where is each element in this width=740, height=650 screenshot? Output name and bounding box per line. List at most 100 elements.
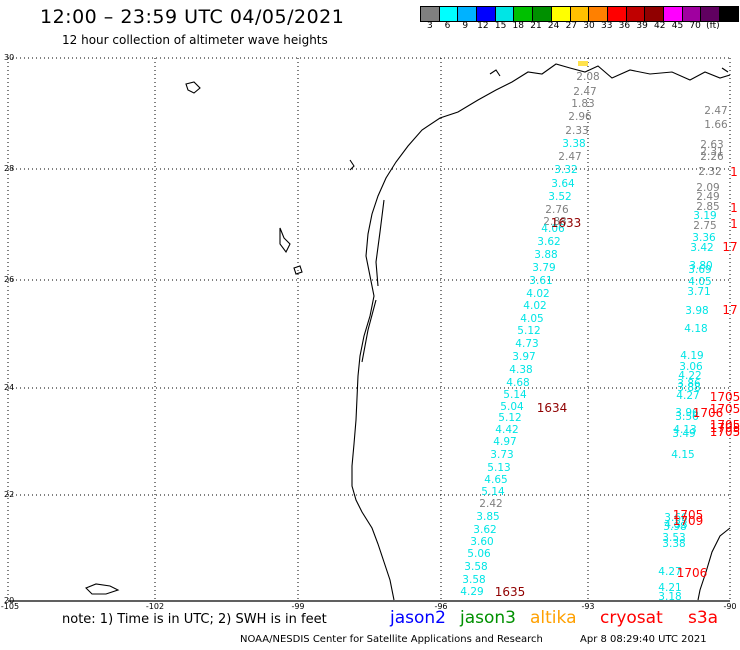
satellite-legend-item: jason2 — [390, 608, 446, 628]
color-tick-label: 45 — [671, 21, 684, 31]
lon-label: -105 — [1, 602, 19, 611]
wave-height-label: 3.56 — [675, 411, 699, 423]
wave-height-label: 5.14 — [503, 389, 527, 401]
satellite-legend-item: s3a — [688, 608, 719, 628]
wave-height-label: 4.22 — [678, 370, 701, 382]
footer-note: note: 1) Time is in UTC; 2) SWH is in fe… — [62, 612, 327, 627]
pass-time-label: 1705 — [710, 402, 740, 416]
wave-height-label: 3.36 — [692, 232, 716, 244]
pass-time-label: 1 — [730, 217, 738, 231]
wave-height-label: 3.58 — [462, 574, 485, 586]
wave-height-label: 4.21 — [658, 582, 681, 594]
lat-label: 24 — [4, 383, 14, 392]
color-legend — [420, 6, 739, 22]
wave-height-label: 3.86 — [677, 378, 701, 390]
wave-height-label: 4.38 — [509, 364, 532, 376]
pass-time-label: 1633 — [551, 216, 582, 230]
color-tick-label: 9 — [462, 21, 469, 31]
color-tick-label: 33 — [600, 21, 613, 31]
color-tick-label: 27 — [565, 21, 578, 31]
wave-height-label: 3.38 — [662, 538, 685, 550]
wave-height-label: 4.29 — [460, 586, 483, 598]
wave-height-label: 1.83 — [571, 98, 594, 110]
pass-time-label: 1706 — [677, 566, 708, 580]
gulf-coastline — [85, 63, 731, 601]
axis-labels: -105 -102 -99 -96 -93 -90 30 28 26 24 22 20 — [1, 53, 737, 611]
pass-time-label: 1705 — [710, 425, 740, 439]
pass-time-label: 1634 — [537, 401, 568, 415]
lon-label: -102 — [146, 602, 164, 611]
wave-height-label: 3.73 — [490, 449, 513, 461]
map-frame — [7, 57, 731, 602]
track-start-marker — [578, 61, 588, 66]
pass-time-label: 1706 — [693, 406, 724, 420]
wave-height-label: 2.31 — [700, 146, 723, 158]
wave-height-label: 3.62 — [537, 236, 560, 248]
wave-height-label: 4.02 — [526, 288, 549, 300]
pass-time-label: 1 — [730, 165, 738, 179]
wave-height-label: 4.97 — [493, 436, 516, 448]
wave-height-label: 4.27 — [658, 566, 681, 578]
wave-height-label: 5.13 — [487, 462, 510, 474]
wave-height-label: 4.42 — [495, 424, 518, 436]
wave-height-label: 3.64 — [551, 178, 575, 190]
wave-height-label: 4.65 — [484, 474, 507, 486]
wave-height-label: 2.76 — [545, 204, 569, 216]
pass-time-label: 1705 — [710, 421, 740, 435]
wave-height-label: 4.15 — [671, 449, 694, 461]
wave-height-label: 4.02 — [523, 300, 546, 312]
wave-height-label: 5.04 — [500, 401, 524, 413]
wave-height-label: 3.96 — [675, 407, 699, 419]
wave-height-label: 4.27 — [676, 390, 699, 402]
wave-height-label: 4.33 — [664, 519, 687, 531]
wave-height-label: 3.79 — [532, 262, 555, 274]
pass-time-label: 17 — [722, 240, 737, 254]
color-swatch — [719, 6, 739, 22]
wave-height-label: 2.96 — [568, 111, 592, 123]
wave-height-label: 2.47 — [704, 105, 727, 117]
color-tick-label: 30 — [583, 21, 595, 31]
wave-height-label: 2.42 — [479, 498, 502, 510]
satellite-legend-item: cryosat — [600, 608, 663, 628]
wave-height-label: 2.85 — [696, 201, 719, 213]
wave-height-label: 3.18 — [658, 591, 681, 603]
wave-height-label: 4.68 — [506, 377, 529, 389]
lat-label: 30 — [4, 53, 14, 62]
wave-height-label: 3.60 — [470, 536, 493, 548]
color-tick-label: 15 — [494, 21, 507, 31]
lat-label: 22 — [4, 490, 14, 499]
wave-height-label: 5.12 — [498, 412, 521, 424]
wave-height-label: 2.75 — [693, 220, 716, 232]
wave-height-label: 2.33 — [565, 125, 588, 137]
wave-height-label: 2.49 — [696, 191, 719, 203]
wave-height-label: 3.58 — [464, 561, 487, 573]
wave-height-label: 4.19 — [680, 350, 703, 362]
color-tick-label: 3 — [426, 21, 433, 31]
wave-height-label: 4.18 — [684, 323, 707, 335]
wave-height-label: 4.13 — [673, 424, 696, 436]
pass-time-label: 1705 — [673, 508, 704, 522]
color-tick-label: 12 — [477, 21, 489, 31]
wave-height-label: 3.32 — [554, 164, 577, 176]
wave-height-label: 3.66 — [664, 512, 688, 524]
wave-height-label: 3.38 — [562, 138, 585, 150]
pass-time-label: 1709 — [673, 514, 704, 528]
lat-label: 28 — [4, 164, 14, 173]
wave-height-label: 3.97 — [512, 351, 535, 363]
color-tick-label: 18 — [512, 21, 524, 31]
wave-height-label: 3.85 — [476, 511, 499, 523]
wave-height-label: 2.09 — [696, 182, 719, 194]
satellite-legend-item: jason3 — [460, 608, 516, 628]
color-tick-label: 70 — [689, 21, 701, 31]
color-tick-label: 36 — [618, 21, 631, 31]
wave-height-values: 2.082.471.832.962.333.382.473.323.643.52… — [460, 71, 728, 603]
color-tick-label: 42 — [654, 21, 666, 31]
pass-time-label: 1705 — [710, 418, 740, 432]
wave-height-label: 4.06 — [541, 223, 565, 235]
wave-height-label: 3.71 — [687, 286, 710, 298]
page-subtitle: 12 hour collection of altimeter wave hei… — [62, 33, 328, 47]
wave-height-label: 3.88 — [677, 382, 700, 394]
lon-label: -93 — [581, 602, 594, 611]
wave-height-label: 3.80 — [689, 260, 712, 272]
wave-height-label: 3.61 — [529, 275, 552, 287]
